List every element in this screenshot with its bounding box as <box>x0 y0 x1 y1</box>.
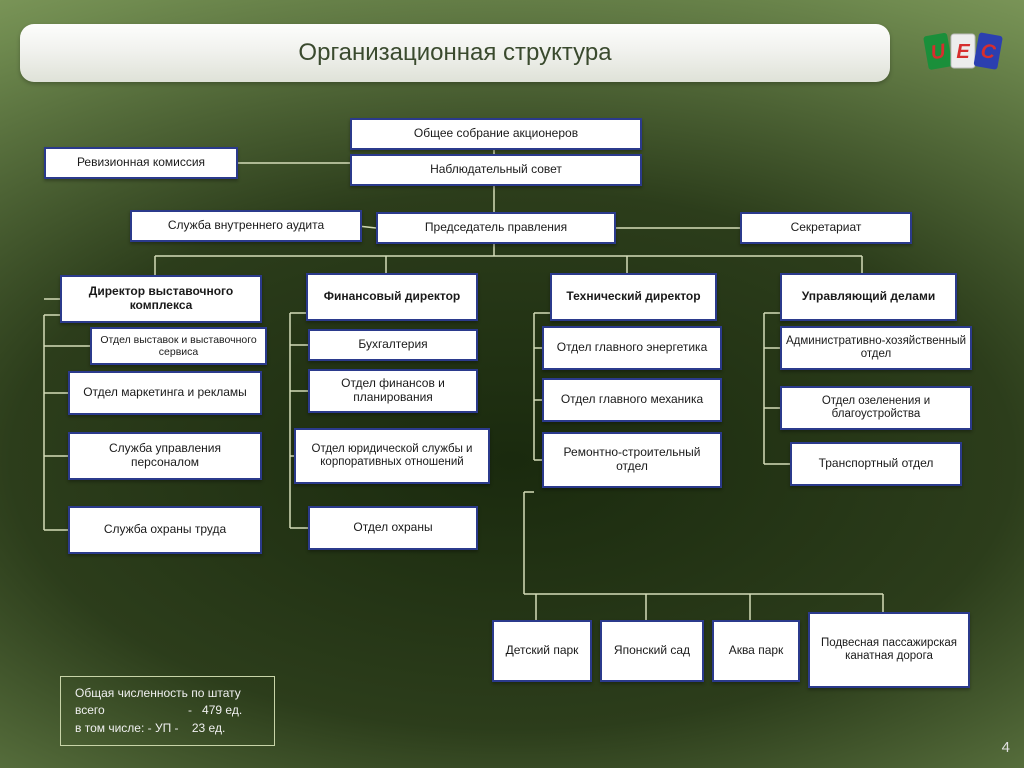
node-chief_mech: Отдел главного механика <box>542 378 722 422</box>
slide-number: 4 <box>1002 739 1010 756</box>
node-audit: Служба внутреннего аудита <box>130 210 362 242</box>
slide-title: Организационная структура <box>298 39 611 67</box>
node-landscaping: Отдел озеленения и благоустройства <box>780 386 972 430</box>
staff-line1: Общая численность по штату <box>75 685 242 702</box>
node-security: Отдел охраны <box>308 506 478 550</box>
node-chairman: Председатель правления <box>376 212 616 244</box>
node-transport: Транспортный отдел <box>790 442 962 486</box>
node-exhib_dir: Директор выставочного комплекса <box>60 275 262 323</box>
staff-summary-box: Общая численность по штату всего - 479 е… <box>60 676 275 746</box>
node-kids_park: Детский парк <box>492 620 592 682</box>
slide-stage: Организационная структура U E C Ревизион… <box>0 0 1024 768</box>
title-bar: Организационная структура <box>20 24 890 82</box>
node-tech_dir: Технический директор <box>550 273 717 321</box>
node-cable: Подвесная пассажирская канатная дорога <box>808 612 970 688</box>
node-supervisory: Наблюдательный совет <box>350 154 642 186</box>
node-secretariat: Секретариат <box>740 212 912 244</box>
node-manager: Управляющий делами <box>780 273 957 321</box>
node-aqua: Аква парк <box>712 620 800 682</box>
node-shareholders: Общее собрание акционеров <box>350 118 642 150</box>
node-fin_dir: Финансовый директор <box>306 273 478 321</box>
node-chief_energy: Отдел главного энергетика <box>542 326 722 370</box>
svg-text:E: E <box>956 41 970 63</box>
node-accounting: Бухгалтерия <box>308 329 478 361</box>
node-construction: Ремонтно-строительный отдел <box>542 432 722 488</box>
node-marketing: Отдел маркетинга и рекламы <box>68 371 262 415</box>
node-jp_garden: Японский сад <box>600 620 704 682</box>
node-revision: Ревизионная комиссия <box>44 147 238 179</box>
node-finance_plan: Отдел финансов и планирования <box>308 369 478 413</box>
staff-line3: в том числе: - УП - 23 ед. <box>75 720 242 737</box>
node-labor_safety: Служба охраны труда <box>68 506 262 554</box>
staff-line2: всего - 479 ед. <box>75 702 242 719</box>
node-hr: Служба управления персоналом <box>68 432 262 480</box>
logo-uec: U E C <box>920 28 1006 76</box>
node-legal: Отдел юридической службы и корпоративных… <box>294 428 490 484</box>
node-exh_service: Отдел выставок и выставочного сервиса <box>90 327 267 365</box>
node-admin_econ: Административно-хозяйственный отдел <box>780 326 972 370</box>
